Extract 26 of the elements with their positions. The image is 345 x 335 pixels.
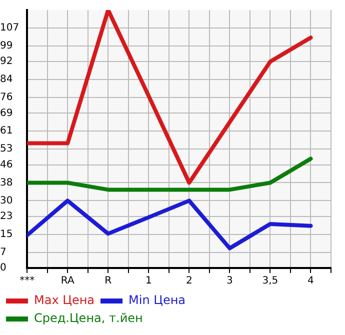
x-tick-label: RA xyxy=(60,276,74,287)
y-tick-label: 30 xyxy=(0,195,13,206)
y-tick-label: 107 xyxy=(0,22,20,34)
y-tick-label: 84 xyxy=(0,74,13,86)
x-tick-label: 3,5 xyxy=(262,276,278,287)
x-tick-label: 1 xyxy=(145,276,152,287)
y-tick-label: 0 xyxy=(0,262,6,274)
y-tick-label: 69 xyxy=(0,108,13,119)
legend-label: Max Цена xyxy=(34,293,95,308)
x-tick-label: 2 xyxy=(186,276,192,287)
legend-label: Min Цена xyxy=(128,293,186,308)
y-tick-label: 7 xyxy=(0,246,6,258)
y-tick-label: 53 xyxy=(0,144,13,155)
x-tick-label: 3 xyxy=(226,276,233,287)
y-tick-label: 23 xyxy=(0,210,13,222)
x-tick-label: R xyxy=(104,276,112,287)
y-tick-label: 15 xyxy=(0,228,13,240)
x-tick-label: *** xyxy=(20,276,35,287)
legend-label: Сред.Цена, т.йен xyxy=(34,311,143,326)
y-tick-label: 76 xyxy=(0,92,13,104)
y-tick-label: 99 xyxy=(0,40,13,52)
y-tick-label: 38 xyxy=(0,177,13,188)
y-tick-label: 92 xyxy=(0,56,13,68)
y-tick-label: 46 xyxy=(0,159,13,170)
x-tick-label: 4 xyxy=(308,276,314,287)
y-tick-label: 61 xyxy=(0,126,13,137)
